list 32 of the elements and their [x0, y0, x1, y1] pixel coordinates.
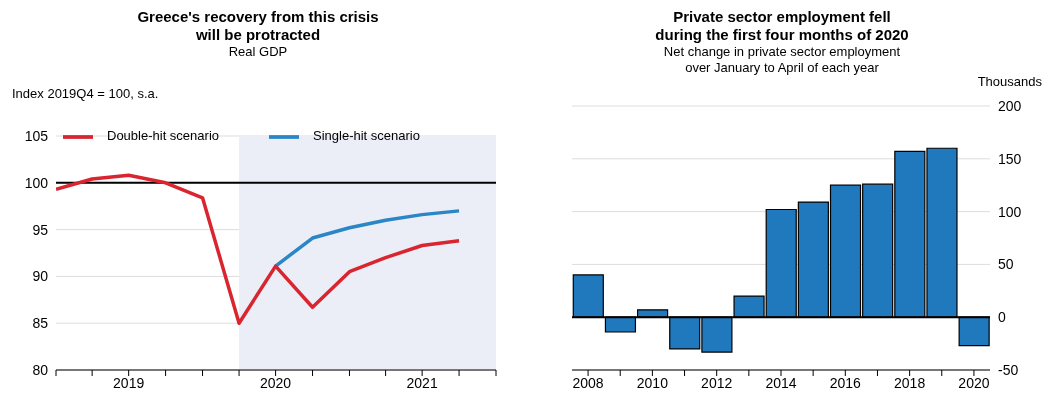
x-tick-label: 2018	[894, 374, 926, 391]
y-tick-label: 0	[998, 309, 1006, 326]
y-axis-title: Thousands	[977, 74, 1042, 89]
x-tick-label: 2014	[765, 374, 797, 391]
x-tick-label: 2019	[113, 374, 145, 391]
y-tick-label: 100	[24, 174, 49, 191]
y-tick-label: 95	[32, 221, 49, 238]
y-tick-label: 150	[998, 150, 1022, 167]
y-tick-label: 90	[32, 268, 49, 285]
line-series	[273, 209, 461, 268]
x-tick-label: 2010	[636, 374, 669, 391]
chart-subtitle: Real GDP	[227, 44, 289, 60]
y-tick-label: 50	[998, 256, 1014, 273]
x-tick-label: 2020	[260, 374, 292, 391]
x-tick-label: 2012	[701, 374, 733, 391]
y-axis-title: Index 2019Q4 = 100, s.a.	[12, 86, 159, 101]
x-tick-label: 2016	[829, 374, 862, 391]
legend-label: Single-hit scenario	[313, 128, 420, 144]
y-tick-label: 105	[24, 127, 49, 144]
line-series	[56, 173, 461, 325]
y-tick-label: 200	[998, 97, 1022, 114]
legend-label: Double-hit scenario	[107, 128, 220, 144]
y-tick-label: -50	[998, 361, 1019, 378]
chart-subtitle: Net change in private sector employment over January to April of each year	[663, 44, 901, 75]
x-tick-label: 2020	[958, 374, 990, 391]
chart-title: Greece's recovery from this crisis will be protracted	[136, 8, 380, 44]
y-tick-label: 85	[32, 315, 49, 332]
y-tick-label: 100	[998, 203, 1022, 220]
y-tick-label: 80	[32, 361, 49, 378]
x-tick-label: 2008	[572, 374, 604, 391]
x-tick-label: 2021	[406, 374, 438, 391]
chart-title: Private sector employment fell during the first four months of 2020	[654, 8, 910, 44]
